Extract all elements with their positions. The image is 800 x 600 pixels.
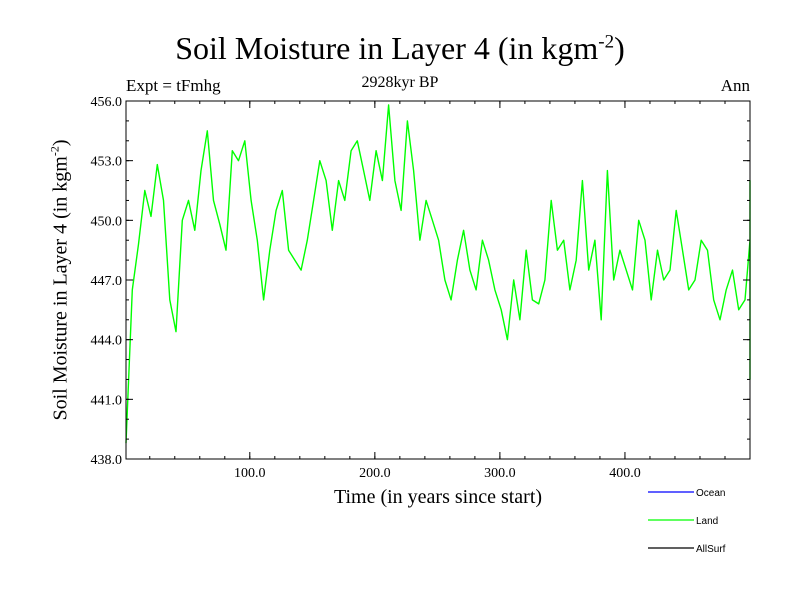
- experiment-label: Expt = tFmhg: [126, 76, 221, 95]
- legend: Ocean Land AllSurf: [648, 488, 726, 555]
- x-axis-label: Time (in years since start): [333, 486, 543, 508]
- axis-layer: 438.0 441.0 444.0 447.0 450.0 453.0 456.0 100.0…: [91, 95, 751, 481]
- plot-frame: [125, 100, 751, 460]
- y-tick-label: 456.0: [91, 95, 123, 110]
- y-tick-label: 444.0: [91, 334, 123, 349]
- x-tick-label: 200.0: [359, 466, 391, 481]
- x-tick-label: 100.0: [234, 466, 266, 481]
- season-label: Ann: [720, 76, 750, 95]
- y-tick-label: 438.0: [91, 453, 123, 468]
- x-tick-label: 400.0: [609, 466, 641, 481]
- y-tick-label: 441.0: [91, 393, 123, 408]
- y-tick-label: 450.0: [91, 214, 123, 229]
- legend-label-allsurf: AllSurf: [696, 544, 726, 555]
- series-line-land: [125, 104, 751, 444]
- x-tick-label: 300.0: [484, 466, 516, 481]
- legend-label-land: Land: [696, 516, 718, 527]
- chart-title: Soil Moisture in Layer 4 (in kgm-2): [175, 30, 625, 66]
- chart-subtitle: 2928kyr BP: [361, 74, 439, 91]
- y-tick-label: 453.0: [91, 155, 123, 170]
- series-layer: [125, 104, 751, 444]
- legend-label-ocean: Ocean: [696, 488, 725, 499]
- y-tick-label: 447.0: [91, 274, 123, 289]
